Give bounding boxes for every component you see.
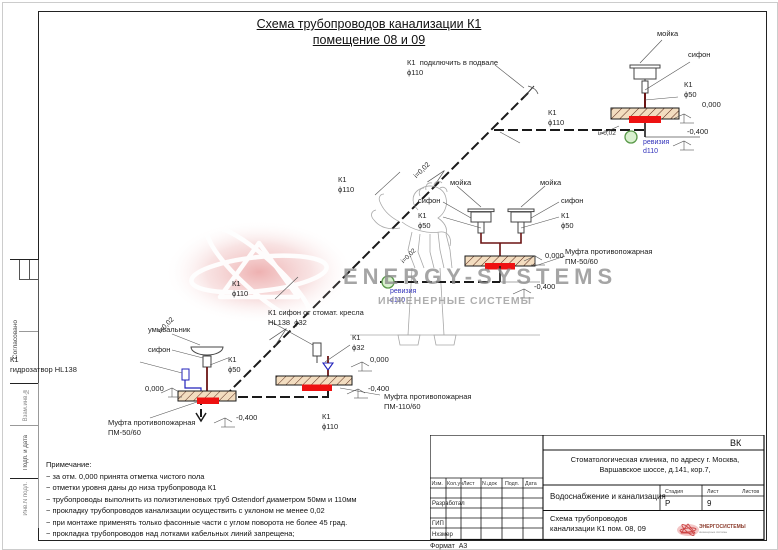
svg-text:инженерные системы: инженерные системы: [699, 530, 727, 534]
svg-text:Подп.: Подп.: [505, 481, 519, 487]
svg-text:Лист: Лист: [463, 481, 475, 487]
svg-text:Разработал: Разработал: [432, 501, 465, 507]
svg-text:ГИП: ГИП: [432, 521, 444, 527]
svg-text:Кол.уч: Кол.уч: [447, 481, 463, 487]
svg-text:Дата: Дата: [525, 481, 537, 487]
svg-text:9: 9: [707, 499, 712, 508]
svg-text:Лист: Лист: [707, 489, 719, 495]
svg-text:N↓док: N↓док: [482, 481, 498, 487]
svg-text:Листов: Листов: [742, 489, 759, 495]
svg-text:Стадия: Стадия: [665, 489, 683, 495]
svg-text:Р: Р: [665, 499, 670, 508]
svg-text:ВК: ВК: [730, 438, 742, 448]
svg-text:Нхзмер: Нхзмер: [432, 532, 453, 538]
svg-text:Изм.: Изм.: [432, 481, 443, 487]
